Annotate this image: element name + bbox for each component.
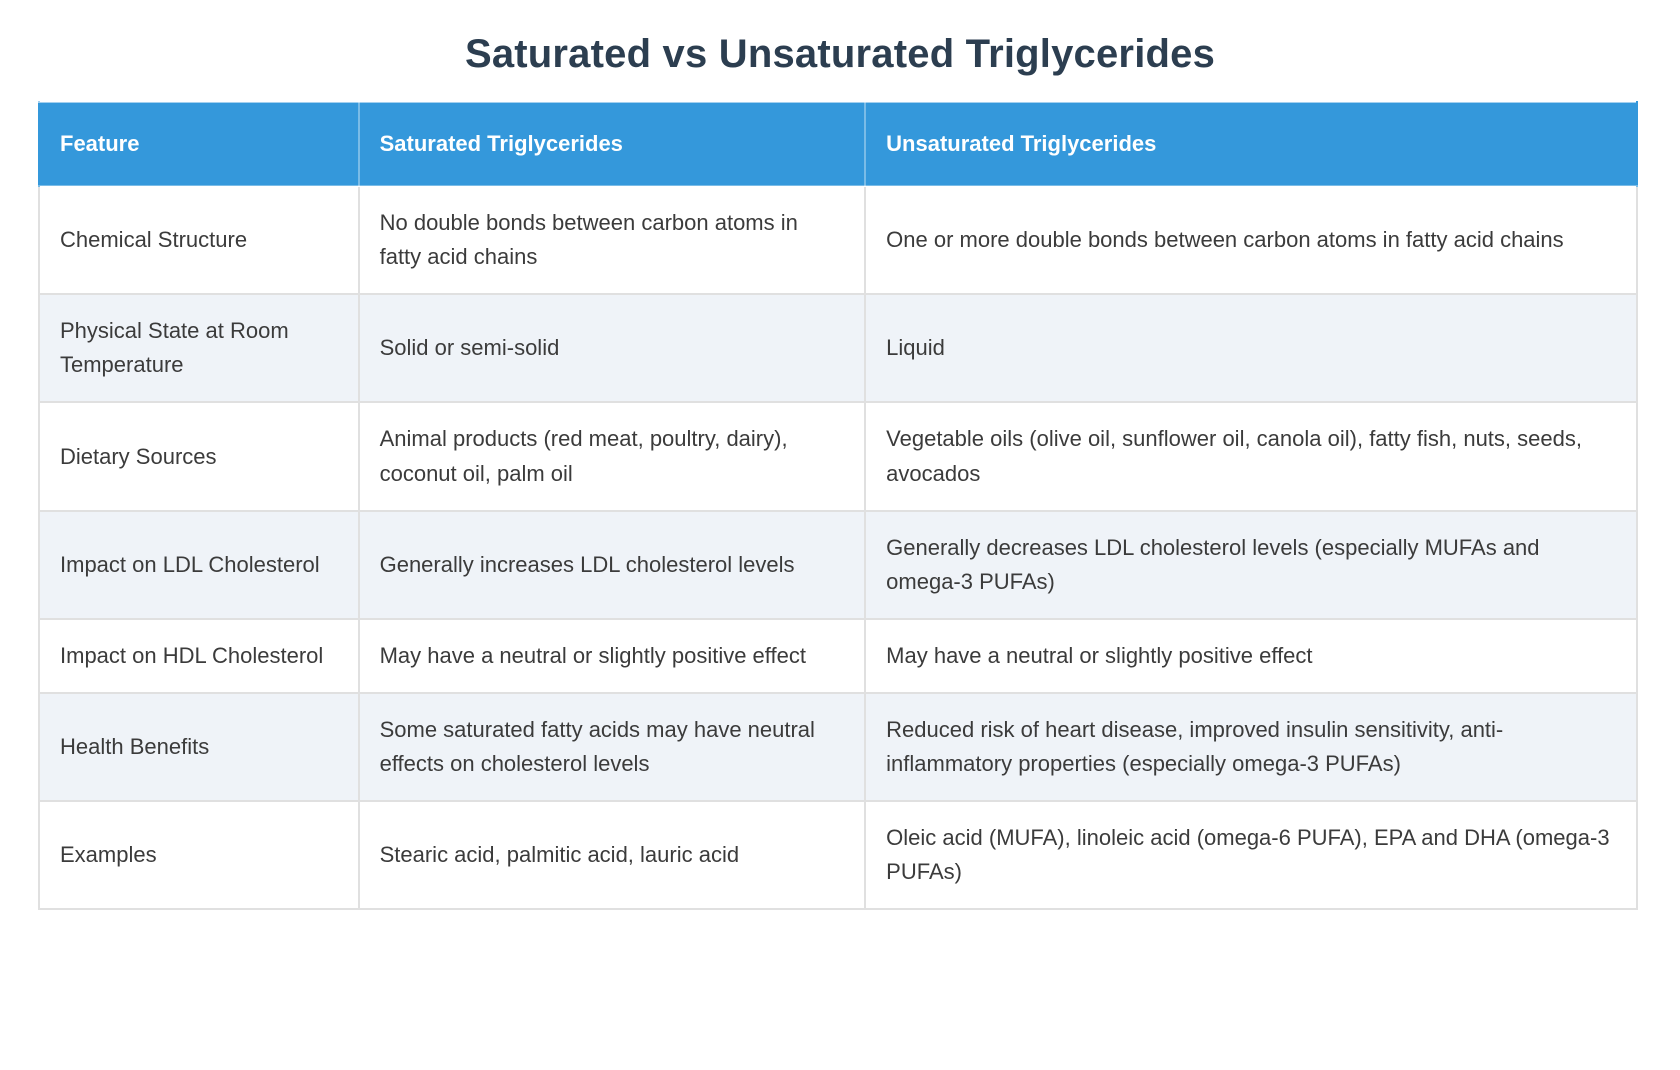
table-row-impact-ldl: Impact on LDL Cholesterol Generally incr…: [38, 509, 1638, 620]
table-row-chemical-structure: Chemical Structure No double bonds betwe…: [38, 185, 1638, 296]
saturated-cell: Animal products (red meat, poultry, dair…: [357, 401, 867, 512]
unsaturated-cell: Liquid: [864, 293, 1638, 404]
table-row-impact-hdl: Impact on HDL Cholesterol May have a neu…: [38, 617, 1638, 694]
table-row-health-benefits: Health Benefits Some saturated fatty aci…: [38, 691, 1638, 803]
feature-cell: Chemical Structure: [38, 185, 360, 296]
saturated-cell: May have a neutral or slightly positive …: [357, 617, 867, 694]
comparison-table: Feature Saturated Triglycerides Unsatura…: [38, 100, 1638, 911]
column-header-feature: Feature: [38, 100, 360, 188]
feature-cell: Physical State at Room Temperature: [38, 293, 360, 404]
unsaturated-cell: One or more double bonds between carbon …: [864, 185, 1638, 296]
unsaturated-cell: Generally decreases LDL cholesterol leve…: [864, 509, 1638, 620]
unsaturated-cell: Oleic acid (MUFA), linoleic acid (omega-…: [864, 800, 1638, 911]
table-header-row: Feature Saturated Triglycerides Unsatura…: [38, 100, 1638, 188]
saturated-cell: Some saturated fatty acids may have neut…: [357, 691, 867, 803]
saturated-cell: Stearic acid, palmitic acid, lauric acid: [357, 800, 867, 911]
page: Saturated vs Unsaturated Triglycerides F…: [0, 32, 1680, 911]
saturated-cell: No double bonds between carbon atoms in …: [357, 185, 867, 296]
feature-cell: Impact on LDL Cholesterol: [38, 509, 360, 620]
saturated-cell: Generally increases LDL cholesterol leve…: [357, 509, 867, 620]
page-title: Saturated vs Unsaturated Triglycerides: [464, 32, 1216, 76]
feature-cell: Impact on HDL Cholesterol: [38, 617, 360, 694]
saturated-cell: Solid or semi-solid: [357, 293, 867, 404]
feature-cell: Health Benefits: [38, 691, 360, 803]
table-row-dietary-sources: Dietary Sources Animal products (red mea…: [38, 401, 1638, 512]
table-row-physical-state: Physical State at Room Temperature Solid…: [38, 293, 1638, 404]
column-header-saturated: Saturated Triglycerides: [357, 100, 867, 188]
unsaturated-cell: Reduced risk of heart disease, improved …: [864, 691, 1638, 803]
feature-cell: Dietary Sources: [38, 401, 360, 512]
unsaturated-cell: Vegetable oils (olive oil, sunflower oil…: [864, 401, 1638, 512]
table-row-examples: Examples Stearic acid, palmitic acid, la…: [38, 800, 1638, 911]
unsaturated-cell: May have a neutral or slightly positive …: [864, 617, 1638, 694]
feature-cell: Examples: [38, 800, 360, 911]
column-header-unsaturated: Unsaturated Triglycerides: [864, 100, 1638, 188]
